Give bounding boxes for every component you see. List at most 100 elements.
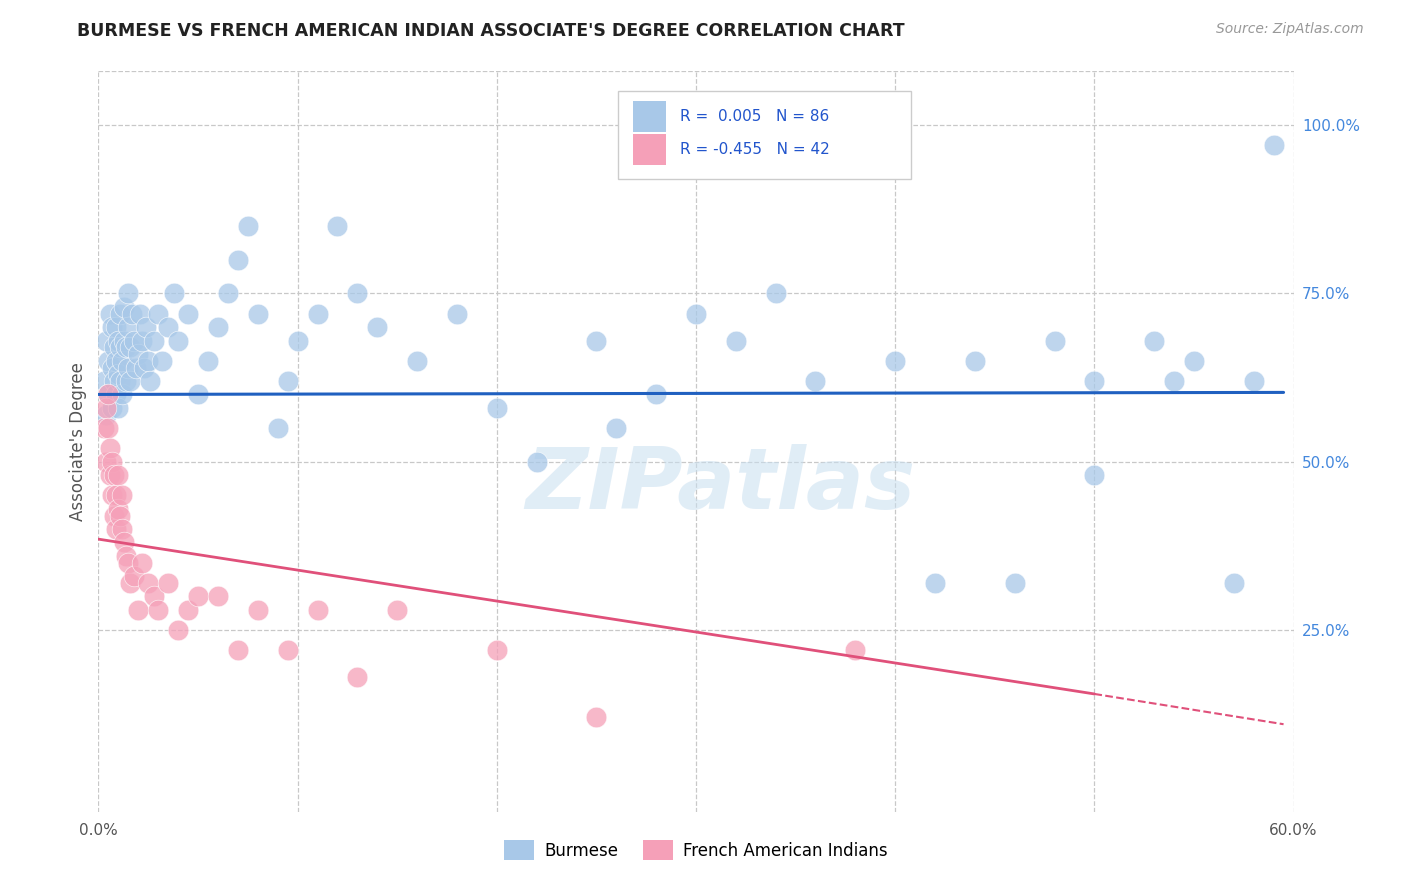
Point	[167, 334, 190, 348]
Point	[101, 455, 124, 469]
Point	[127, 347, 149, 361]
Point	[97, 387, 120, 401]
Point	[111, 353, 134, 368]
Point	[139, 374, 162, 388]
Point	[187, 387, 209, 401]
Point	[107, 368, 129, 382]
Point	[115, 374, 138, 388]
Point	[120, 340, 142, 354]
Point	[246, 603, 269, 617]
Point	[103, 340, 125, 354]
Point	[207, 320, 229, 334]
Point	[167, 623, 190, 637]
Point	[307, 603, 329, 617]
Point	[246, 307, 269, 321]
Point	[1004, 575, 1026, 590]
Point	[117, 320, 139, 334]
Point	[101, 360, 124, 375]
Point	[485, 401, 508, 415]
Point	[97, 353, 120, 368]
Point	[1083, 374, 1105, 388]
Point	[1163, 374, 1185, 388]
Point	[103, 468, 125, 483]
Point	[287, 334, 309, 348]
Point	[96, 334, 118, 348]
Point	[98, 442, 122, 456]
Point	[177, 603, 200, 617]
Point	[148, 307, 170, 321]
Point	[124, 569, 146, 583]
Point	[125, 360, 148, 375]
Point	[406, 353, 429, 368]
Point	[115, 340, 138, 354]
Point	[217, 286, 239, 301]
Y-axis label: Associate's Degree: Associate's Degree	[69, 362, 87, 521]
Point	[105, 522, 128, 536]
Point	[127, 603, 149, 617]
FancyBboxPatch shape	[633, 135, 666, 165]
Point	[98, 307, 122, 321]
Point	[101, 488, 124, 502]
Point	[107, 468, 129, 483]
Text: BURMESE VS FRENCH AMERICAN INDIAN ASSOCIATE'S DEGREE CORRELATION CHART: BURMESE VS FRENCH AMERICAN INDIAN ASSOCI…	[77, 22, 905, 40]
Point	[585, 710, 607, 724]
Point	[277, 643, 299, 657]
Point	[1043, 334, 1066, 348]
Point	[346, 286, 368, 301]
Point	[112, 535, 135, 549]
Point	[135, 320, 157, 334]
Point	[112, 300, 135, 314]
Point	[177, 307, 200, 321]
Point	[1243, 374, 1265, 388]
Point	[105, 387, 128, 401]
Point	[143, 590, 166, 604]
Point	[120, 575, 142, 590]
Point	[143, 334, 166, 348]
Point	[131, 556, 153, 570]
FancyBboxPatch shape	[619, 91, 911, 178]
Point	[187, 590, 209, 604]
Point	[117, 360, 139, 375]
Point	[93, 421, 115, 435]
Point	[110, 307, 132, 321]
Point	[93, 374, 115, 388]
Point	[1143, 334, 1166, 348]
Point	[226, 643, 249, 657]
Point	[157, 575, 180, 590]
Point	[197, 353, 219, 368]
Point	[96, 401, 118, 415]
Point	[105, 353, 128, 368]
Point	[112, 334, 135, 348]
Point	[97, 421, 120, 435]
Point	[117, 286, 139, 301]
Point	[136, 575, 159, 590]
Point	[98, 468, 122, 483]
Point	[163, 286, 186, 301]
Point	[884, 353, 907, 368]
Point	[124, 334, 146, 348]
Point	[446, 307, 468, 321]
Text: Source: ZipAtlas.com: Source: ZipAtlas.com	[1216, 22, 1364, 37]
Point	[111, 488, 134, 502]
Point	[103, 374, 125, 388]
Point	[346, 670, 368, 684]
Point	[97, 387, 120, 401]
Point	[207, 590, 229, 604]
Point	[236, 219, 259, 234]
Text: R =  0.005   N = 86: R = 0.005 N = 86	[681, 109, 830, 124]
Point	[804, 374, 827, 388]
Point	[226, 252, 249, 267]
Point	[96, 455, 118, 469]
Point	[485, 643, 508, 657]
Point	[105, 488, 128, 502]
Point	[101, 320, 124, 334]
Text: R = -0.455   N = 42: R = -0.455 N = 42	[681, 143, 830, 157]
Point	[101, 401, 124, 415]
Point	[1223, 575, 1246, 590]
Point	[150, 353, 173, 368]
Legend: Burmese, French American Indians: Burmese, French American Indians	[498, 834, 894, 866]
Point	[111, 387, 134, 401]
Point	[267, 421, 290, 435]
Text: ZIPatlas: ZIPatlas	[524, 444, 915, 527]
Point	[526, 455, 548, 469]
